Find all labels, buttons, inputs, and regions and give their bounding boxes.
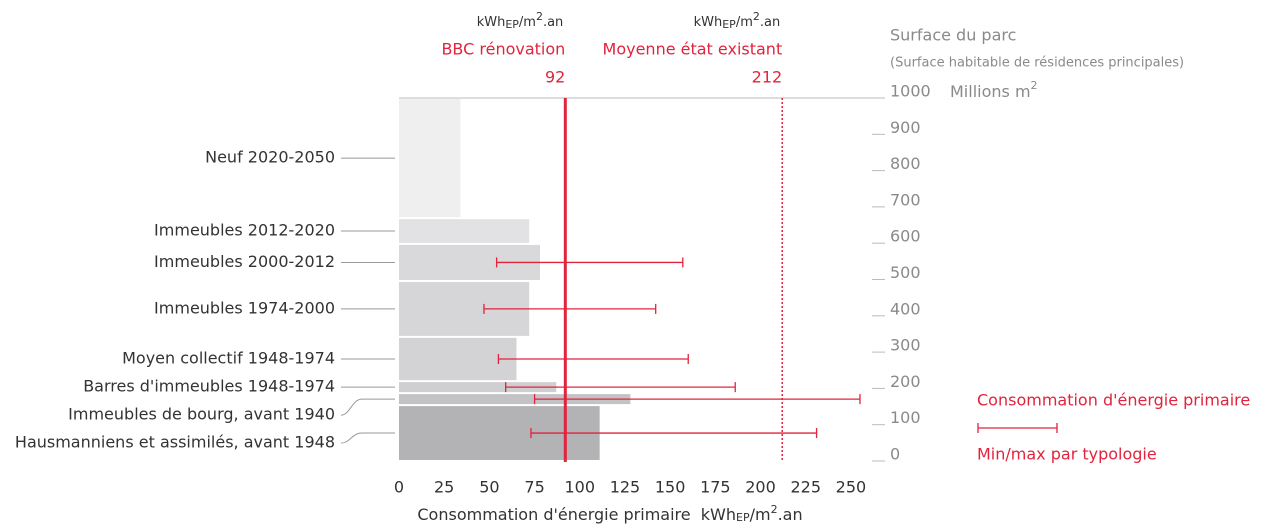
x-tick-label: 200 — [745, 478, 776, 497]
unit-mid: /m — [519, 15, 536, 30]
bar — [399, 219, 530, 243]
category-label: Hausmanniens et assimilés, avant 1948 — [15, 433, 335, 452]
reference-value: 92 — [545, 68, 565, 87]
x-axis-label-text: Consommation d'énergie primaire — [417, 505, 690, 524]
unit-end: .an — [760, 15, 780, 30]
unit-sub: EP — [722, 18, 736, 31]
category-label: Neuf 2020-2050 — [205, 148, 335, 167]
y-axis-sublabel: (Surface habitable de résidences princip… — [890, 56, 1184, 71]
category-label: Moyen collectif 1948-1974 — [122, 348, 335, 367]
unit-sup: 2 — [771, 503, 778, 516]
x-tick-label: 250 — [836, 478, 867, 497]
unit-end: .an — [543, 15, 563, 30]
unit-base: kWh — [701, 505, 736, 524]
x-tick-label: 175 — [700, 478, 731, 497]
legend-bar: Consommation d'énergie primaire — [977, 391, 1250, 410]
x-tick-label: 125 — [610, 478, 641, 497]
unit-mid: /m — [750, 505, 771, 524]
bar — [399, 99, 461, 218]
y-tick-label: 400 — [890, 299, 921, 318]
bar — [399, 382, 557, 393]
category-label: Immeubles 2012-2020 — [154, 221, 335, 240]
unit-end: .an — [778, 505, 803, 524]
leader-line — [340, 398, 395, 416]
reference-unit: kWhEP/m2.an — [477, 10, 564, 31]
unit-base: kWh — [477, 15, 506, 30]
reference-label: Moyenne état existant — [603, 40, 783, 59]
y-tick-label: 600 — [890, 227, 921, 246]
y-unit-base: Millions m — [950, 82, 1031, 101]
x-axis-label: Consommation d'énergie primaire kWhEP/m2… — [417, 503, 802, 524]
unit-sup: 2 — [753, 10, 760, 23]
y-unit: Millions m2 — [950, 79, 1038, 101]
bar — [399, 337, 517, 381]
unit-sub: EP — [505, 18, 519, 31]
unit-base: kWh — [694, 15, 723, 30]
x-tick-label: 150 — [655, 478, 686, 497]
unit-sub: EP — [736, 511, 750, 524]
reference-unit: kWhEP/m2.an — [694, 10, 781, 31]
x-tick-label: 225 — [790, 478, 821, 497]
x-tick-label: 75 — [524, 478, 544, 497]
unit-sup: 2 — [536, 10, 543, 23]
x-tick-label: 100 — [564, 478, 595, 497]
y-tick-label: 200 — [890, 372, 921, 391]
x-tick-label: 25 — [434, 478, 454, 497]
y-tick-label: 900 — [890, 118, 921, 137]
category-label: Immeubles 2000-2012 — [154, 252, 335, 271]
y-tick-label: 100 — [890, 408, 921, 427]
category-label: Barres d'immeubles 1948-1974 — [83, 377, 335, 396]
y-tick-label: 300 — [890, 336, 921, 355]
y-tick-label: 700 — [890, 190, 921, 209]
legend-error-label: Min/max par typologie — [977, 445, 1157, 464]
y-tick-label: 1000 — [890, 82, 931, 101]
leader-line — [340, 432, 395, 444]
y-unit-sup: 2 — [1031, 79, 1038, 92]
x-axis-label-gap — [691, 505, 701, 524]
y-tick-label: 500 — [890, 263, 921, 282]
category-label: Immeubles de bourg, avant 1940 — [68, 405, 335, 424]
y-axis-label: Surface du parc — [890, 26, 1016, 45]
x-tick-label: 0 — [394, 478, 404, 497]
reference-value: 212 — [752, 68, 783, 87]
reference-label: BBC rénovation — [441, 40, 565, 59]
y-tick-label: 800 — [890, 154, 921, 173]
unit-mid: /m — [736, 15, 753, 30]
category-label: Immeubles 1974-2000 — [154, 298, 335, 317]
x-tick-label: 50 — [479, 478, 499, 497]
y-tick-label: 0 — [890, 445, 900, 464]
bar — [399, 394, 631, 405]
